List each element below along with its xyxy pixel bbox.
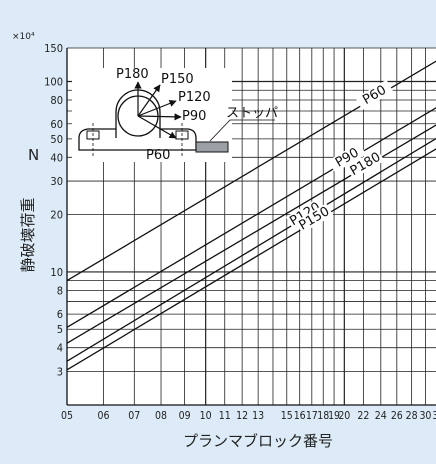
inset-label-p180: P180: [116, 67, 149, 82]
y-tick-label: 100: [44, 76, 63, 89]
y-tick-label: 60: [50, 118, 63, 131]
series-label-bg: [295, 203, 334, 234]
y-tick-label: 150: [44, 42, 63, 55]
x-axis-title: プランマブロック番号: [183, 432, 333, 450]
inset-stopper-label: ストッパ: [226, 106, 278, 121]
arrow-p90: [137, 113, 182, 121]
x-tick-label: 12: [236, 409, 248, 422]
y-tick-label: 6: [57, 308, 63, 321]
x-tick-label: 28: [406, 409, 418, 422]
inset-label-p90: P90: [182, 109, 206, 124]
x-tick-label: 26: [391, 409, 403, 422]
x-tick-label: 13: [252, 409, 264, 422]
x-tick-label: 24: [375, 409, 387, 422]
series-label-bg: [346, 148, 385, 180]
x-tick-label: 11: [219, 409, 231, 422]
y-tick-label: 4: [57, 342, 63, 355]
inset-label-p150: P150: [161, 72, 194, 87]
y-tick-label: 80: [50, 94, 63, 107]
y-tick-label: 8: [57, 284, 63, 297]
x-tick-label: 19: [328, 409, 340, 422]
series-line-p150: [66, 148, 436, 371]
x-tick-label: 06: [97, 409, 109, 422]
x-tick-label: 16: [294, 409, 306, 422]
y-tick-label: 5: [57, 323, 63, 336]
x-tick-label: 20: [338, 409, 350, 422]
arrow-p120: [137, 100, 177, 117]
x-tick-label: 09: [179, 409, 191, 422]
x-tick-label: 32: [432, 409, 436, 422]
inset-stopper: [195, 141, 229, 153]
series-line-p90: [66, 107, 436, 328]
y-tick-label: 10: [50, 266, 63, 279]
y-tick-label: 50: [50, 133, 63, 146]
inset-label-p120: P120: [178, 90, 211, 105]
x-tick-label: 30: [419, 409, 431, 422]
x-tick-label: 18: [317, 409, 329, 422]
pillow-block-inset: ストッパ P180 P150 P120 P90 P60: [72, 67, 278, 163]
arrow-p60: [137, 115, 177, 139]
y-tick-label: 3: [57, 365, 63, 378]
series-label-p60: P60: [355, 79, 394, 111]
series-line-p120: [66, 137, 436, 362]
inset-label-p60: P60: [146, 148, 170, 163]
x-tick-label: 08: [155, 409, 167, 422]
x-tick-label: 10: [200, 409, 212, 422]
x-tick-label: 22: [357, 409, 369, 422]
inset-stopper-leader: [209, 119, 275, 142]
x-tick-label: 15: [281, 409, 293, 422]
x-tick-label: 05: [61, 409, 73, 422]
y-exponent-label: ×10⁴: [12, 32, 35, 42]
series-label-bg: [355, 79, 394, 111]
arrow-p150: [137, 84, 161, 117]
y-tick-label: 30: [50, 175, 63, 188]
x-tick-label: 17: [306, 409, 318, 422]
series-label-bg: [327, 142, 367, 173]
x-tick-label: 07: [128, 409, 140, 422]
tick-labels: 3 4 5 6 8 10 20 30 40 50 60 80 100 150 05 06 07 08 09 10 11 1…: [44, 42, 436, 422]
y-axis-title: 静破壊荷重: [19, 197, 37, 272]
y-tick-label: 20: [50, 209, 63, 222]
y-unit-label: N: [28, 146, 39, 164]
y-tick-label: 40: [50, 151, 63, 164]
inset-base: [78, 128, 197, 151]
